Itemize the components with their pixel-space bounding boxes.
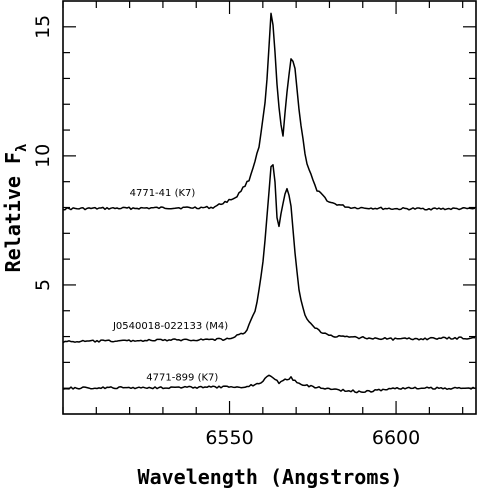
- x-tick-label: 6600: [372, 427, 420, 449]
- series-labels: 4771-41 (K7) J0540018-022133 (M4) 4771-899…: [112, 188, 228, 384]
- series-label: 4771-41 (K7): [130, 188, 196, 199]
- series-label: J0540018-022133 (M4): [112, 321, 228, 332]
- y-axis-title: Relative Fλ: [1, 144, 30, 273]
- spectral-traces: [62, 12, 476, 394]
- spectrum-trace: [62, 12, 476, 211]
- series-label: 4771-899 (K7): [146, 372, 218, 383]
- spectrum-trace: [62, 374, 476, 394]
- y-tick-label: 15: [32, 15, 54, 39]
- y-axis-title-main: Relative F: [1, 152, 25, 272]
- axis-ticks: [62, 1, 476, 414]
- axis-tick-labels: 6550 6600 5 10 15: [32, 15, 420, 449]
- y-tick-label: 5: [32, 279, 54, 291]
- spectrum-trace: [62, 164, 476, 344]
- x-axis-title: Wavelength (Angstroms): [138, 465, 403, 489]
- y-tick-label: 10: [32, 144, 54, 168]
- y-axis-title-subscript: λ: [14, 144, 30, 152]
- x-tick-label: 6550: [205, 427, 253, 449]
